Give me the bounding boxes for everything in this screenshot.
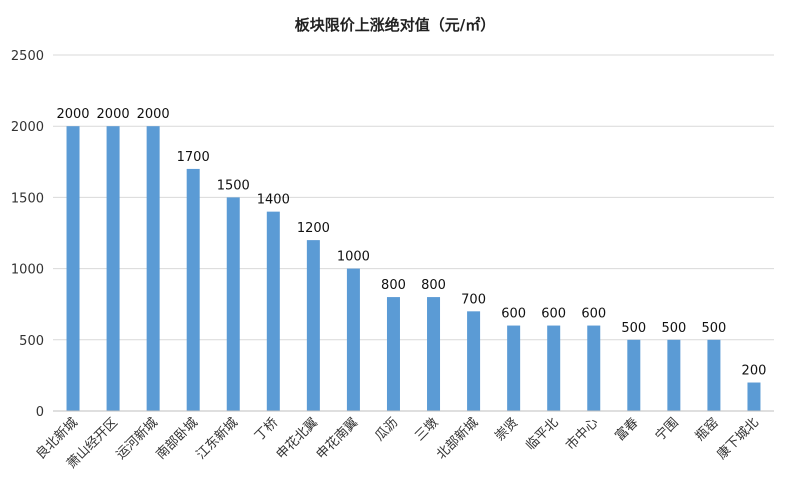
x-category-label: 宁围 bbox=[652, 415, 682, 445]
bar bbox=[266, 211, 280, 411]
bar bbox=[427, 297, 441, 411]
data-label: 700 bbox=[461, 292, 486, 307]
chart-title: 板块限价上涨绝对值（元/㎡） bbox=[295, 16, 495, 34]
bar bbox=[106, 126, 120, 411]
x-category-label: 临平北 bbox=[523, 415, 561, 453]
x-category-label: 富春 bbox=[612, 415, 642, 445]
bar bbox=[547, 325, 561, 411]
bar bbox=[146, 126, 160, 411]
data-label: 2000 bbox=[137, 107, 170, 122]
y-tick-label: 500 bbox=[19, 334, 44, 349]
bar bbox=[346, 268, 360, 411]
x-category-label: 申花北翼 bbox=[273, 415, 321, 463]
x-category-label: 南部卧城 bbox=[153, 415, 201, 463]
data-label: 1400 bbox=[257, 193, 290, 208]
data-labels: 2000 2000 2000 1700 1500 1400 1200 1000 800 800 70… bbox=[56, 107, 766, 378]
data-label: 1000 bbox=[337, 250, 370, 265]
bar bbox=[507, 325, 521, 411]
data-label: 2000 bbox=[56, 107, 89, 122]
data-label: 500 bbox=[621, 321, 646, 336]
data-label: 800 bbox=[381, 278, 406, 293]
x-category-label: 丁桥 bbox=[252, 415, 281, 444]
data-label: 600 bbox=[581, 307, 606, 322]
y-tick-label: 1000 bbox=[11, 263, 44, 278]
x-category-label: 申花南翼 bbox=[313, 415, 361, 463]
bar bbox=[306, 240, 320, 411]
bar bbox=[747, 382, 761, 411]
data-label: 500 bbox=[702, 321, 727, 336]
data-label: 500 bbox=[661, 321, 686, 336]
x-category-label: 江东新城 bbox=[193, 415, 241, 463]
y-tick-label: 0 bbox=[36, 405, 44, 420]
bars bbox=[66, 126, 761, 411]
y-tick-label: 1500 bbox=[11, 191, 44, 206]
data-label: 600 bbox=[541, 307, 566, 322]
bar bbox=[707, 339, 721, 411]
bar bbox=[467, 311, 481, 411]
x-category-label: 市中心 bbox=[563, 415, 602, 454]
x-category-label: 三墩 bbox=[412, 415, 441, 444]
bar bbox=[627, 339, 641, 411]
x-category-label: 崇贤 bbox=[492, 415, 521, 444]
x-category-label: 瓶窑 bbox=[692, 415, 722, 445]
x-category-label: 北部新城 bbox=[433, 415, 481, 463]
y-tick-label: 2000 bbox=[11, 120, 44, 135]
data-label: 1500 bbox=[217, 178, 250, 193]
data-label: 600 bbox=[501, 307, 526, 322]
data-label: 1200 bbox=[297, 221, 330, 236]
bar bbox=[587, 325, 601, 411]
y-tick-label: 2500 bbox=[11, 49, 44, 64]
bar bbox=[226, 197, 240, 411]
data-label: 800 bbox=[421, 278, 446, 293]
gridlines bbox=[53, 54, 774, 341]
bar bbox=[386, 297, 400, 411]
bar bbox=[667, 339, 681, 411]
x-category-label: 运河新城 bbox=[113, 415, 161, 463]
x-category-label: 瓜沥 bbox=[372, 415, 401, 444]
x-category-label: 康下城北 bbox=[714, 415, 762, 463]
bar bbox=[186, 168, 200, 411]
data-label: 1700 bbox=[177, 150, 210, 165]
x-axis-categories: 良北新城萧山经开区运河新城南部卧城江东新城 丁桥申花北翼申花南翼 瓜沥 三墩北部新城崇… bbox=[33, 415, 762, 472]
bar bbox=[66, 126, 80, 411]
data-label: 200 bbox=[742, 364, 767, 379]
y-axis-ticks: 0 500 1000 1500 2000 2500 bbox=[11, 49, 44, 420]
data-label: 2000 bbox=[97, 107, 130, 122]
